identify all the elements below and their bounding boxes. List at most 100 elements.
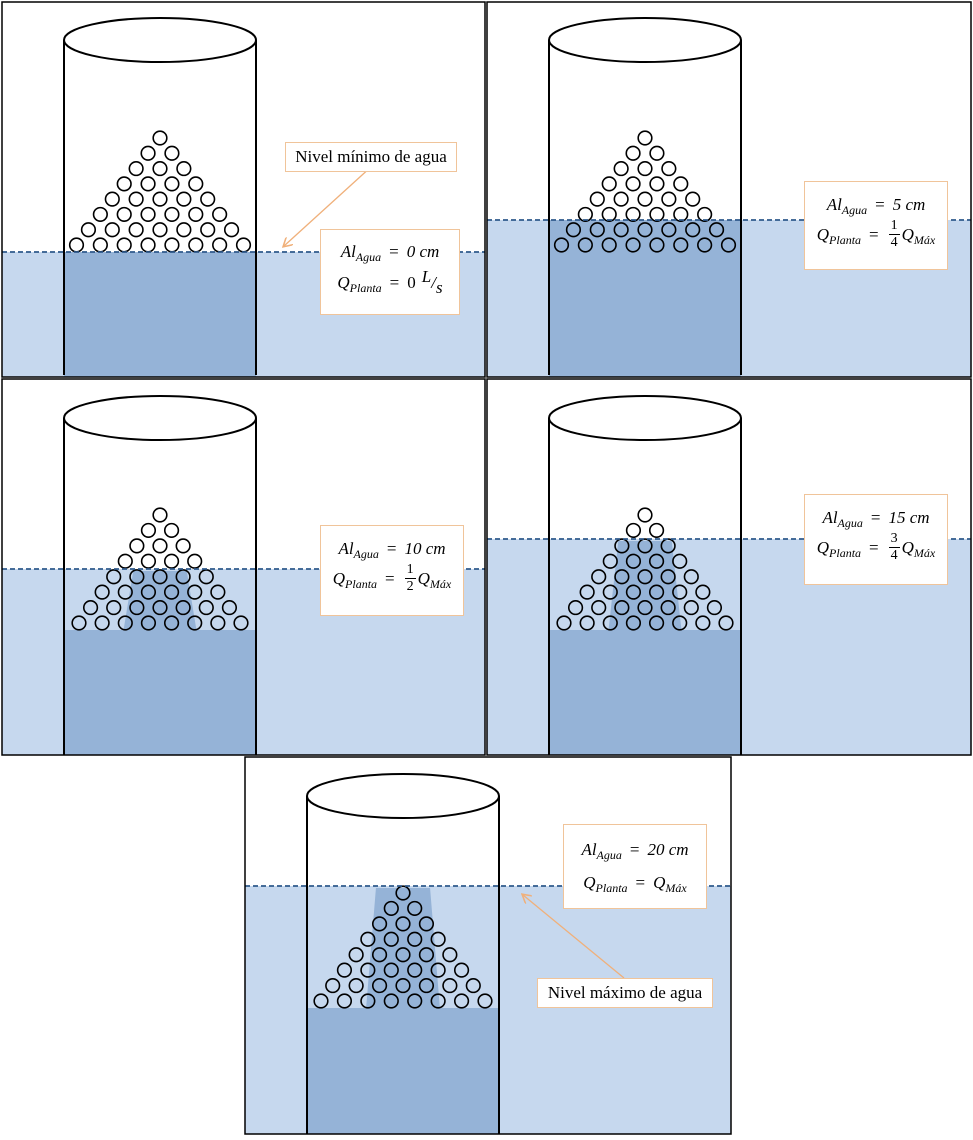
gravel-circle bbox=[672, 553, 688, 569]
gravel-circle bbox=[649, 145, 665, 161]
gravel-circle bbox=[577, 206, 593, 223]
label-box-0cm: Al Agua = 0 cm Q Planta = 0 L/s bbox=[320, 229, 460, 315]
gravel-circle bbox=[613, 160, 629, 177]
min-level-note: Nivel mínimo de agua bbox=[285, 142, 457, 172]
gravel-circle bbox=[648, 615, 665, 631]
gravel-circle bbox=[613, 191, 629, 207]
cylinder-top-ellipse bbox=[306, 773, 500, 819]
gravel-circle bbox=[602, 553, 618, 569]
gravel-circle bbox=[579, 584, 595, 600]
equals-sign: = bbox=[389, 273, 400, 292]
gravel-circle bbox=[152, 160, 168, 177]
al-subscript: Agua bbox=[353, 546, 379, 561]
gravel-circle bbox=[673, 206, 689, 223]
gravel-circle bbox=[614, 599, 630, 616]
gravel-circle bbox=[442, 977, 458, 994]
al-value: 5 cm bbox=[892, 195, 926, 214]
gravel-circle bbox=[106, 569, 122, 585]
gravel-circle bbox=[152, 191, 168, 207]
q-max-symbol: Q bbox=[653, 873, 666, 892]
cylinder-top-ellipse bbox=[63, 395, 257, 441]
al-subscript: Agua bbox=[841, 202, 868, 217]
equals-sign: = bbox=[386, 539, 397, 558]
gravel-circle bbox=[567, 599, 584, 616]
panel-frame bbox=[244, 756, 732, 1135]
q-subscript: Planta bbox=[829, 545, 862, 560]
gravel-circle bbox=[383, 900, 399, 917]
gravel-circle bbox=[602, 584, 618, 600]
gravel-circle bbox=[625, 206, 641, 223]
gravel-circle bbox=[465, 977, 481, 994]
gravel-circle bbox=[152, 599, 168, 616]
gravel-circle bbox=[407, 900, 423, 917]
q-symbol: Q bbox=[816, 225, 830, 244]
gravel-circle bbox=[348, 977, 364, 994]
max-level-arrow bbox=[523, 895, 625, 979]
gravel-circle bbox=[176, 160, 192, 177]
gravel-circle bbox=[163, 522, 180, 539]
gravel-circle bbox=[637, 222, 653, 238]
gravel-circle bbox=[649, 206, 665, 223]
gravel-circle bbox=[140, 584, 157, 600]
q-subscript: Planta bbox=[349, 280, 382, 295]
gravel-circle bbox=[92, 206, 108, 223]
max-level-note: Nivel máximo de agua bbox=[537, 978, 713, 1008]
gravel-circle bbox=[164, 176, 180, 192]
q-planta-row: Q Planta = 0 L/s bbox=[321, 268, 459, 296]
gravel-circle bbox=[175, 538, 191, 554]
gravel-circle bbox=[92, 237, 108, 253]
gravel-circle bbox=[589, 222, 605, 238]
fraction-numerator: 1 bbox=[404, 562, 416, 579]
gravel-circle bbox=[200, 222, 216, 238]
gravel-circle bbox=[637, 507, 653, 523]
gravel-circle bbox=[477, 993, 493, 1009]
panel-frame bbox=[1, 378, 486, 756]
gravel-circle bbox=[210, 615, 226, 631]
gravel-circle bbox=[163, 553, 180, 569]
gravel-circle bbox=[430, 931, 446, 947]
q-value: 0 bbox=[407, 273, 416, 292]
inner-water bbox=[549, 220, 741, 377]
inner-water bbox=[64, 252, 256, 377]
gravel-circle bbox=[673, 237, 689, 253]
gravel-circle bbox=[152, 507, 168, 523]
q-max-subscript: Máx bbox=[913, 232, 936, 247]
q-max-symbol: Q bbox=[901, 225, 914, 244]
al-agua-row: Al Agua = 0 cm bbox=[321, 242, 459, 263]
gravel-circle bbox=[708, 222, 725, 238]
gravel-circle bbox=[116, 237, 132, 253]
gravel-circle bbox=[187, 584, 203, 600]
al-agua-row: Al Agua = 20 cm bbox=[564, 841, 706, 861]
gravel-circle bbox=[129, 569, 145, 585]
gravel-circle bbox=[648, 522, 665, 539]
al-subscript: Agua bbox=[837, 515, 863, 530]
gravel-circle bbox=[82, 599, 99, 616]
gravel-circle bbox=[360, 962, 376, 978]
gravel-circle bbox=[601, 237, 617, 253]
gravel-circle bbox=[697, 206, 713, 223]
gravel-circle bbox=[661, 160, 677, 177]
q-symbol: Q bbox=[583, 873, 596, 892]
gravel-circle bbox=[187, 615, 203, 631]
al-agua-row: Al Agua = 10 cm bbox=[321, 539, 463, 561]
gravel-circle bbox=[117, 615, 133, 631]
gravel-circle bbox=[152, 222, 168, 238]
unit-slash: / bbox=[431, 273, 436, 292]
gravel-circle bbox=[672, 584, 688, 600]
gravel-circle bbox=[223, 222, 240, 238]
al-symbol: Al bbox=[826, 195, 842, 214]
q-max-symbol: Q bbox=[901, 538, 914, 557]
gravel-circle bbox=[68, 237, 85, 253]
gravel-circle bbox=[106, 599, 122, 616]
al-symbol: Al bbox=[340, 242, 356, 261]
al-symbol: Al bbox=[822, 508, 838, 527]
gravel-circle bbox=[683, 569, 699, 585]
gravel-circle bbox=[418, 947, 435, 963]
gravel-circle bbox=[625, 522, 642, 539]
gravel-circle bbox=[210, 584, 226, 600]
